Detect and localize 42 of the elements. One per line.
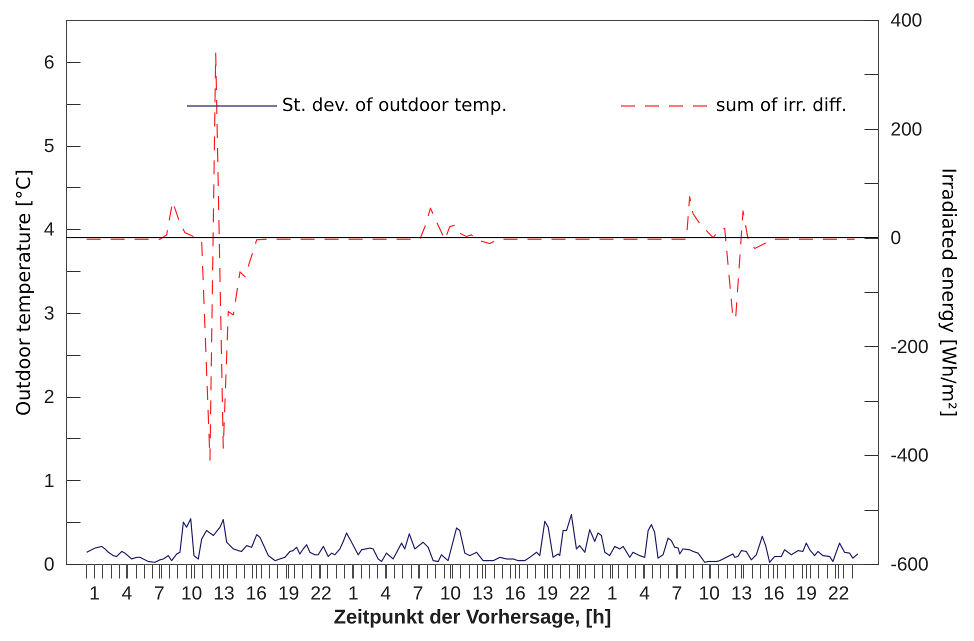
x-tick-label: 22: [310, 584, 332, 604]
y-tick-label: 1: [44, 470, 54, 492]
x-tick-label: 7: [154, 584, 165, 604]
y2-tick-label: -200: [890, 336, 929, 358]
y2-tick-label: 400: [890, 10, 922, 32]
legend-label: sum of irr. diff.: [716, 95, 847, 116]
x-tick-label: 13: [730, 584, 752, 604]
x-tick-label: 1: [348, 584, 359, 604]
y2-tick-label: 0: [890, 228, 902, 250]
y-tick-label: 6: [44, 52, 54, 74]
y-tick-label: 2: [44, 387, 54, 408]
x-tick-label: 16: [504, 584, 526, 604]
x-tick-label: 10: [440, 584, 461, 604]
y-tick-label: 3: [44, 303, 54, 324]
x-tick-label: 1: [89, 584, 100, 604]
x-axis-title: Zeitpunkt der Vorhersage, [h]: [334, 606, 612, 628]
x-tick-label: 13: [472, 584, 494, 604]
y-tick-label: 0: [44, 554, 54, 576]
y-axis-title: Outdoor temperature [°C]: [12, 169, 35, 416]
x-tick-label: 4: [122, 584, 133, 604]
x-tick-label: 16: [763, 584, 784, 604]
x-tick-label: 19: [278, 584, 300, 604]
y2-axis-title: Irradiated energy [Wh/m²]: [938, 168, 960, 418]
x-tick-label: 16: [246, 584, 267, 604]
x-tick-label: 22: [828, 584, 850, 604]
x-tick-label: 7: [672, 584, 682, 604]
x-tick-label: 4: [639, 584, 650, 604]
x-tick-label: 19: [796, 584, 817, 604]
x-tick-label: 4: [380, 584, 392, 604]
y-tick-label: 5: [44, 136, 54, 158]
x-tick-label: 10: [181, 584, 202, 604]
legend-label: St. dev. of outdoor temp.: [282, 95, 508, 116]
y2-tick-label: 200: [890, 119, 922, 140]
x-tick-label: 22: [569, 584, 590, 604]
x-tick-label: 13: [213, 584, 235, 604]
y-tick-label: 4: [44, 220, 55, 241]
x-tick-label: 19: [536, 584, 558, 604]
y2-tick-label: -600: [890, 554, 929, 576]
x-tick-label: 10: [698, 584, 720, 604]
x-tick-label: 1: [606, 584, 618, 604]
x-tick-label: 7: [412, 584, 424, 604]
y2-tick-label: -400: [890, 446, 929, 467]
